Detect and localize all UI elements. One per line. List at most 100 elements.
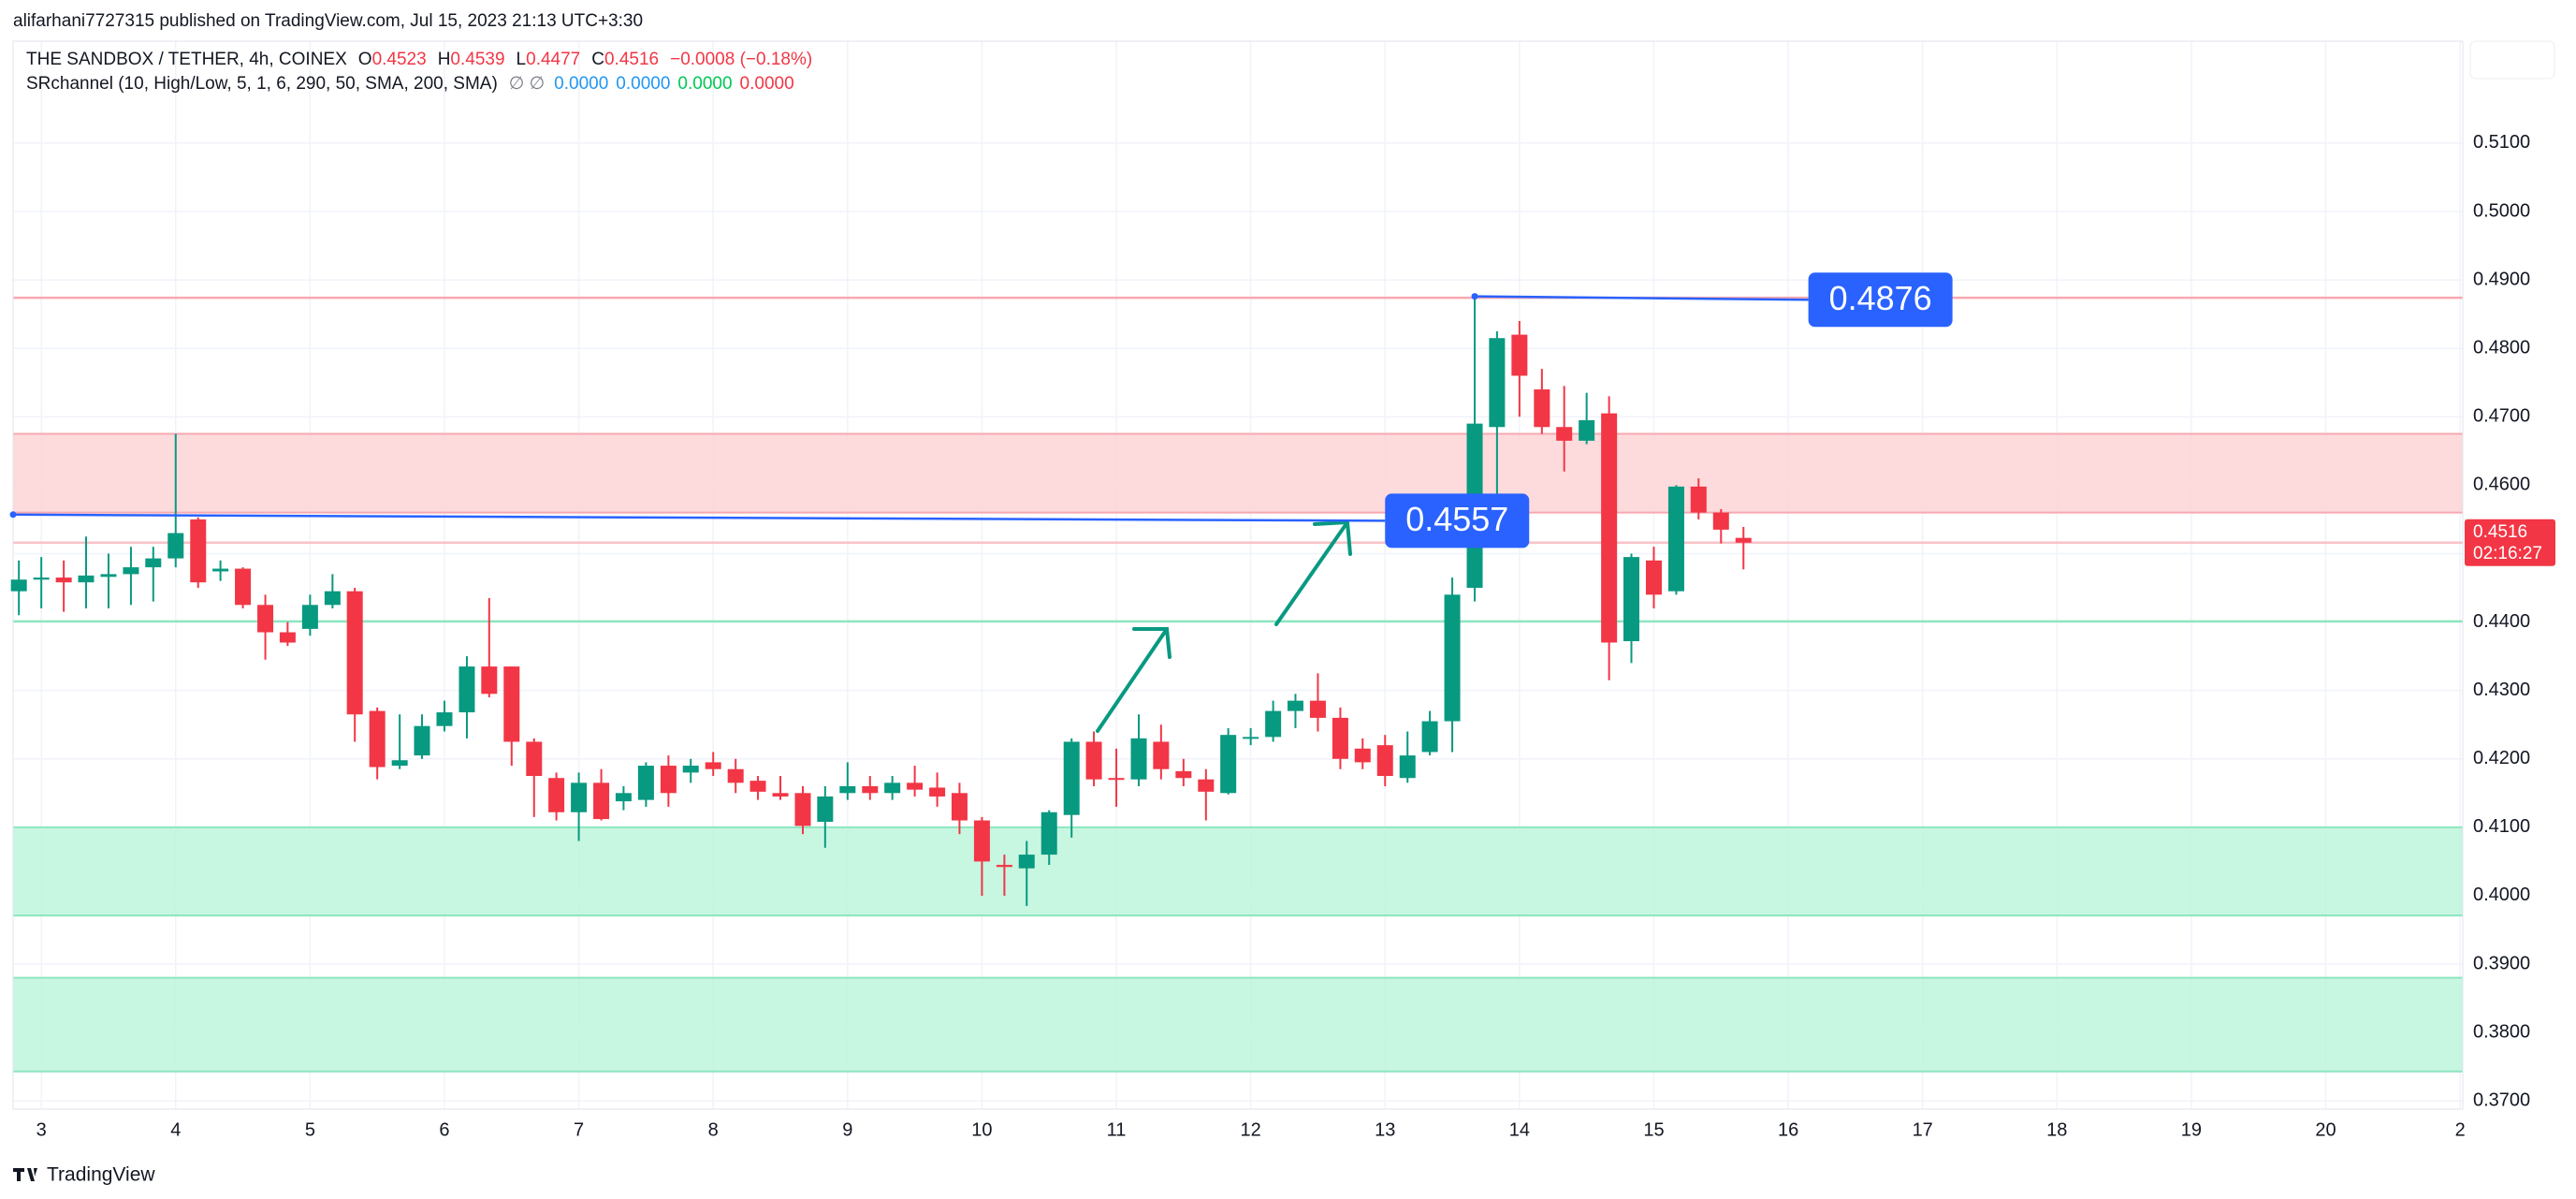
x-tick-label: 10 [971, 1119, 992, 1140]
attribution: alifarhani7727315 published on TradingVi… [13, 11, 643, 31]
x-tick-label: 17 [1913, 1119, 1933, 1140]
candle-body [1063, 741, 1080, 815]
candle-body [862, 785, 879, 794]
candle-body [1198, 779, 1215, 792]
candle-body [907, 782, 924, 790]
y-tick-label: 0.3900 [2473, 953, 2530, 973]
y-tick-label: 0.4100 [2473, 816, 2530, 837]
candle-body [235, 568, 252, 606]
candle-body [55, 578, 72, 583]
x-tick-label: 15 [1643, 1119, 1664, 1140]
candle-body [839, 785, 856, 794]
candle-body [1399, 755, 1416, 779]
candle-body [1376, 745, 1393, 777]
candle-body [1175, 770, 1192, 779]
candle-body [772, 793, 789, 797]
candle-body [481, 666, 498, 695]
x-tick-label: 14 [1509, 1119, 1530, 1140]
h-label: H [438, 50, 451, 69]
x-tick-label: 13 [1375, 1119, 1395, 1140]
candle-body [682, 766, 699, 773]
candle-body [257, 605, 274, 633]
y-tick-label: 0.3700 [2473, 1090, 2530, 1111]
candle-body [1153, 741, 1170, 769]
settings-button[interactable] [2469, 40, 2555, 80]
l-label: L [517, 50, 527, 69]
indicator-value: 0.0000 [677, 74, 732, 94]
l-value: 0.4477 [526, 50, 580, 69]
x-tick-label: 11 [1107, 1119, 1127, 1140]
logo-icon [13, 1168, 37, 1181]
x-tick-label: 16 [1778, 1119, 1798, 1140]
candle-body [996, 865, 1012, 868]
h-value: 0.4539 [450, 50, 504, 69]
o-value: 0.4523 [372, 50, 427, 69]
x-tick-label: 19 [2181, 1119, 2202, 1140]
candle-body [750, 781, 766, 792]
candle-body [548, 778, 565, 812]
candle-body [145, 558, 162, 568]
indicator-value: 0.0000 [616, 74, 670, 94]
arrow [1096, 627, 1172, 733]
candle-body [1309, 700, 1326, 718]
candle-body [301, 605, 318, 629]
candle-body [1265, 710, 1282, 738]
y-tick-label: 0.4300 [2473, 680, 2530, 700]
arrows [1096, 519, 1352, 733]
candle-body [1444, 594, 1461, 722]
candle-body [346, 591, 363, 715]
x-tick-label: 3 [36, 1119, 47, 1140]
candle-body [727, 768, 744, 783]
candle-body [1354, 748, 1371, 763]
candle-body [1667, 486, 1684, 592]
candle-body [10, 579, 27, 592]
candle-body [1287, 700, 1303, 711]
candle-body [279, 632, 296, 643]
candle-body [1085, 741, 1102, 780]
candle-body [1108, 778, 1125, 781]
candle-body [817, 796, 834, 823]
x-tick-label: 18 [2046, 1119, 2067, 1140]
candle-body [571, 782, 588, 812]
indicator-name: SRchannel (10, High/Low, 5, 1, 6, 290, 5… [26, 74, 498, 94]
candle-body [973, 820, 990, 862]
y-tick-label: 0.4200 [2473, 748, 2530, 768]
candle-body [212, 568, 229, 572]
trend-anchor [1471, 293, 1478, 300]
y-tick-label: 0.4700 [2473, 406, 2530, 427]
candle-body [1645, 560, 1662, 595]
candle-body [458, 666, 475, 713]
candle-body [660, 766, 677, 794]
candle-body [436, 712, 453, 726]
trend-line [12, 513, 1386, 522]
candle-body [167, 533, 184, 559]
candle-body [1220, 735, 1237, 794]
candle-body [705, 762, 721, 769]
y-tick-label: 0.4000 [2473, 885, 2530, 905]
trend-anchor [9, 511, 17, 519]
candle-body [1243, 737, 1259, 739]
candle-body [33, 578, 50, 580]
x-tick-label: 6 [439, 1119, 449, 1140]
x-tick-label: 4 [170, 1119, 181, 1140]
x-tick-label: 20 [2315, 1119, 2336, 1140]
sr-zone [13, 433, 2463, 513]
candle-body [1623, 557, 1639, 642]
x-tick-label: 9 [842, 1119, 852, 1140]
candle-body [1601, 413, 1618, 643]
candle-body [100, 574, 117, 578]
candle-body [637, 766, 654, 800]
c-value: 0.4516 [604, 50, 659, 69]
price-tag [2465, 519, 2555, 566]
x-tick-label: 12 [1241, 1119, 1261, 1140]
candle-body [1556, 427, 1573, 441]
change: −0.0008 (−0.18%) [670, 50, 812, 69]
candle-body [123, 567, 139, 575]
y-tick-label: 0.4800 [2473, 337, 2530, 358]
y-tick-label: 0.4900 [2473, 269, 2530, 289]
trend-label-box [1808, 272, 1953, 328]
candle-body [1041, 812, 1057, 855]
candle-body [1130, 738, 1147, 780]
x-tick-label: 7 [574, 1119, 584, 1140]
